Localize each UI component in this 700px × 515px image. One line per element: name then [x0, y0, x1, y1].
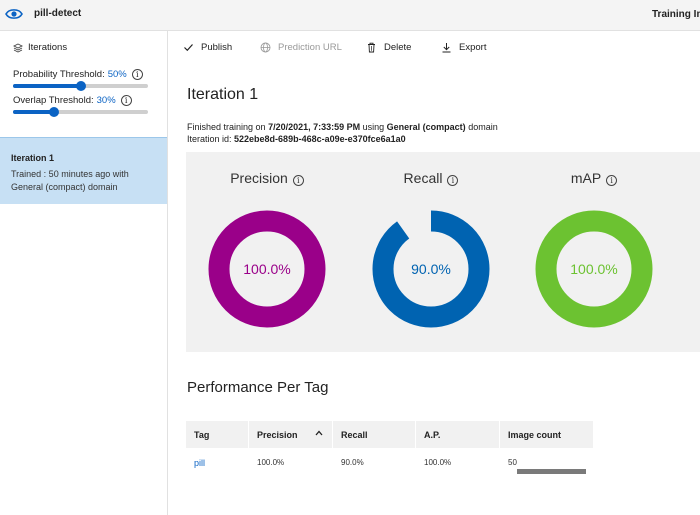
info-icon[interactable]: i	[120, 95, 132, 106]
sidebar: Iterations Probability Threshold: 50% i …	[0, 31, 168, 515]
toolbar: Publish Prediction URL Delete Export	[168, 31, 700, 63]
checkmark-icon	[184, 44, 193, 52]
table-row: pill 100.0% 90.0% 100.0% 50	[186, 448, 594, 475]
donut-arc	[208, 210, 326, 328]
donut-arc	[535, 210, 653, 328]
column-recall[interactable]: Recall	[333, 421, 416, 448]
training-summary: Finished training on 7/20/2021, 7:33:59 …	[187, 122, 498, 132]
column-precision[interactable]: Precision	[249, 421, 333, 448]
performance-title: Performance Per Tag	[187, 379, 329, 396]
globe-icon	[260, 42, 271, 53]
page-title: Iteration 1	[187, 86, 259, 103]
project-name[interactable]: pill-detect	[34, 8, 82, 19]
summary-prefix: Finished training on	[187, 122, 269, 132]
metrics-panel: Precision i 100.0% Recall i 90.0% mAP i 100…	[186, 152, 700, 352]
iterations-header: Iterations	[13, 42, 67, 53]
delete-label: Delete	[384, 42, 412, 53]
prediction-url-button[interactable]: Prediction URL	[260, 42, 342, 53]
export-label: Export	[459, 42, 487, 53]
image-count-value: 50	[508, 458, 517, 467]
column-ap[interactable]: A.P.	[416, 421, 500, 448]
top-bar: pill-detect Training Ima	[0, 0, 700, 31]
probability-threshold: Probability Threshold: 50% i	[13, 69, 143, 80]
row-recall: 90.0%	[341, 458, 364, 467]
iteration-id-line: Iteration id: 522ebe8d-689b-468c-a09e-e3…	[187, 134, 406, 144]
overlap-threshold: Overlap Threshold: 30% i	[13, 95, 132, 106]
overlap-label: Overlap Threshold:	[13, 95, 94, 106]
info-icon[interactable]: i	[606, 175, 618, 186]
slider-thumb[interactable]	[48, 107, 59, 117]
column-tag[interactable]: Tag	[186, 421, 249, 448]
prediction-url-label: Prediction URL	[278, 42, 342, 53]
sort-ascending-icon[interactable]	[315, 430, 323, 436]
export-button[interactable]: Export	[441, 42, 486, 53]
publish-button[interactable]: Publish	[183, 42, 232, 53]
column-image-count[interactable]: Image count	[500, 421, 594, 448]
metric-label: Recall i	[356, 170, 506, 186]
iteration-id: 522ebe8d-689b-468c-a09e-e370fce6a1a0	[234, 134, 406, 144]
image-count-bar	[517, 469, 586, 475]
slider-fill	[13, 84, 81, 88]
summary-mid: using	[360, 122, 387, 132]
probability-label: Probability Threshold:	[13, 69, 105, 80]
info-icon[interactable]: i	[131, 69, 143, 80]
iteration-title: Iteration 1	[11, 153, 55, 163]
table-header: Tag Precision Recall A.P. Image count	[186, 421, 594, 448]
iteration-list-item[interactable]: Iteration 1 Trained : 50 minutes ago wit…	[0, 137, 167, 204]
row-precision: 100.0%	[257, 458, 285, 467]
row-ap: 100.0%	[424, 458, 452, 467]
eye-icon[interactable]	[5, 7, 23, 21]
overlap-value: 30%	[96, 95, 116, 106]
iteration-description: Trained : 50 minutes ago with General (c…	[11, 169, 129, 192]
trash-icon	[368, 42, 375, 53]
training-domain: General (compact)	[386, 122, 466, 132]
overlap-slider[interactable]	[13, 107, 148, 117]
performance-table: Tag Precision Recall A.P. Image count pi…	[186, 421, 594, 475]
tab-training-images[interactable]: Training Ima	[652, 9, 700, 20]
metric-value: 100.0%	[570, 261, 617, 277]
precision-donut: 100.0%	[208, 210, 326, 328]
training-date: 7/20/2021, 7:33:59 PM	[268, 122, 361, 132]
metric-value: 90.0%	[411, 261, 451, 277]
iteration-id-label: Iteration id:	[187, 134, 235, 144]
metric-label: Precision i	[192, 170, 342, 186]
publish-label: Publish	[201, 42, 233, 53]
layers-icon	[13, 42, 23, 53]
recall-donut: 90.0%	[372, 210, 490, 328]
column-precision-label: Precision	[257, 430, 298, 440]
info-icon[interactable]: i	[292, 175, 304, 186]
probability-value: 50%	[107, 69, 127, 80]
map-donut: 100.0%	[535, 210, 653, 328]
row-image-count: 50	[500, 448, 594, 475]
slider-fill	[13, 110, 54, 114]
metric-label: mAP i	[519, 170, 669, 186]
download-icon	[442, 43, 451, 53]
iterations-label: Iterations	[28, 42, 68, 53]
donut-arc	[372, 210, 490, 328]
info-icon[interactable]: i	[447, 175, 459, 186]
metric-value: 100.0%	[243, 261, 290, 277]
probability-slider[interactable]	[13, 81, 148, 91]
delete-button[interactable]: Delete	[366, 42, 411, 53]
tag-link[interactable]: pill	[194, 458, 206, 468]
summary-suffix: domain	[465, 122, 498, 132]
slider-thumb[interactable]	[75, 81, 86, 91]
